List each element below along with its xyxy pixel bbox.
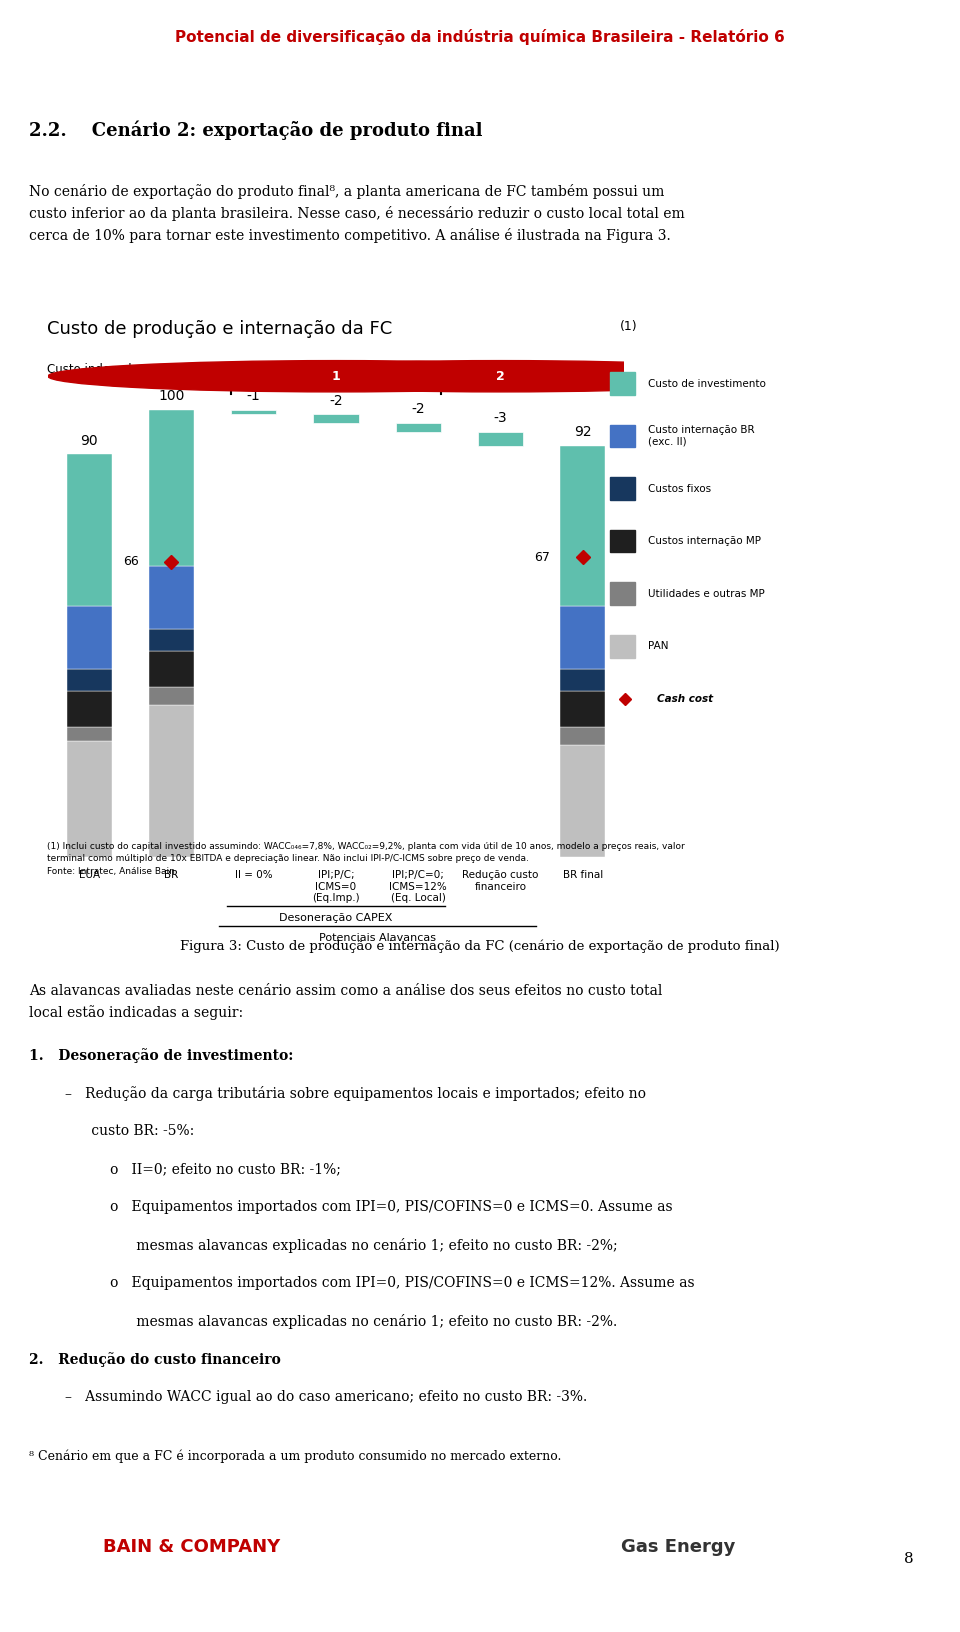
Text: Figura 3: Custo de produção e internação da FC (cenário de exportação de produto: Figura 3: Custo de produção e internação…	[180, 940, 780, 953]
Text: Cash cost: Cash cost	[657, 694, 713, 703]
Text: -1: -1	[247, 388, 260, 403]
Text: BR: BR	[164, 870, 179, 880]
Text: Custos fixos: Custos fixos	[648, 483, 710, 493]
Text: As alavancas avaliadas neste cenário assim como a análise dos seus efeitos no cu: As alavancas avaliadas neste cenário ass…	[29, 984, 662, 1020]
Text: custo BR: -5%:: custo BR: -5%:	[65, 1124, 194, 1138]
Text: No cenário de exportação do produto final⁸, a planta americana de FC também poss: No cenário de exportação do produto fina…	[29, 184, 684, 243]
Text: 2.   Redução do custo financeiro: 2. Redução do custo financeiro	[29, 1353, 280, 1368]
Bar	[561, 446, 606, 607]
Bar	[610, 530, 635, 552]
Text: 1: 1	[331, 370, 341, 384]
Text: Redução custo
financeiro: Redução custo financeiro	[463, 870, 539, 891]
Text: o   II=0; efeito no custo BR: -1%;: o II=0; efeito no custo BR: -1%;	[110, 1162, 341, 1177]
Text: 92: 92	[574, 424, 591, 439]
Text: mesmas alavancas explicadas no cenário 1; efeito no custo BR: -2%.: mesmas alavancas explicadas no cenário 1…	[110, 1314, 617, 1328]
Bar	[66, 741, 111, 857]
Bar	[396, 423, 441, 432]
Text: mesmas alavancas explicadas no cenário 1; efeito no custo BR: -2%;: mesmas alavancas explicadas no cenário 1…	[110, 1239, 617, 1253]
Text: IPI;P/C=0;
ICMS=12%
(Eq. Local): IPI;P/C=0; ICMS=12% (Eq. Local)	[390, 870, 447, 904]
Text: Custo internação BR
(exc. II): Custo internação BR (exc. II)	[648, 426, 755, 447]
Text: 8: 8	[903, 1552, 913, 1565]
Bar	[149, 687, 194, 705]
Bar	[149, 651, 194, 687]
Text: -2: -2	[412, 403, 425, 416]
Bar	[66, 669, 111, 692]
Text: EXPORTAÇÃO DE PRODUTO FINAL: EXPORTAÇÃO DE PRODUTO FINAL	[268, 362, 491, 379]
Bar	[610, 477, 635, 499]
Bar	[66, 728, 111, 741]
Text: BAIN & COMPANY: BAIN & COMPANY	[103, 1537, 280, 1557]
Bar	[149, 628, 194, 651]
Text: Gas Energy: Gas Energy	[621, 1537, 735, 1557]
Text: PAN: PAN	[648, 641, 668, 651]
Bar	[610, 372, 635, 395]
Text: 100: 100	[158, 388, 184, 403]
Text: (1): (1)	[620, 320, 637, 333]
Bar	[313, 415, 359, 423]
Text: -2: -2	[329, 393, 343, 408]
Bar	[610, 583, 635, 605]
Text: Custo de produção e internação da FC: Custo de produção e internação da FC	[47, 320, 392, 338]
Text: (1) Inclui custo do capital investido assumindo: WACC₀₄₆=7,8%, WACC₀₂=9,2%, plan: (1) Inclui custo do capital investido as…	[47, 842, 685, 876]
Text: IPI;P/C;
ICMS=0
(Eq.Imp.): IPI;P/C; ICMS=0 (Eq.Imp.)	[312, 870, 360, 904]
Bar	[149, 410, 194, 566]
Text: 90: 90	[81, 434, 98, 447]
Text: Desoneração CAPEX: Desoneração CAPEX	[279, 912, 393, 922]
Text: 66: 66	[123, 555, 138, 568]
Bar	[561, 692, 606, 728]
Text: 1.   Desoneração de investimento:: 1. Desoneração de investimento:	[29, 1048, 293, 1062]
Bar	[610, 424, 635, 447]
Text: o   Equipamentos importados com IPI=0, PIS/COFINS=0 e ICMS=0. Assume as: o Equipamentos importados com IPI=0, PIS…	[110, 1200, 673, 1214]
Bar	[561, 607, 606, 669]
Text: –   Assumindo WACC igual ao do caso americano; efeito no custo BR: -3%.: – Assumindo WACC igual ao do caso americ…	[65, 1390, 588, 1404]
Bar	[561, 669, 606, 692]
Text: 2.2.    Cenário 2: exportação de produto final: 2.2. Cenário 2: exportação de produto fi…	[29, 121, 482, 140]
Text: o   Equipamentos importados com IPI=0, PIS/COFINS=0 e ICMS=12%. Assume as: o Equipamentos importados com IPI=0, PIS…	[110, 1276, 695, 1291]
Text: EUA: EUA	[79, 870, 100, 880]
Bar	[561, 728, 606, 746]
Bar	[149, 705, 194, 857]
Text: -3: -3	[493, 411, 508, 426]
Text: BR final: BR final	[563, 870, 603, 880]
Bar	[478, 432, 523, 446]
Text: Custos internação MP: Custos internação MP	[648, 537, 760, 547]
Bar	[149, 566, 194, 628]
Text: Utilidades e outras MP: Utilidades e outras MP	[648, 589, 764, 599]
Bar	[561, 746, 606, 857]
Circle shape	[212, 361, 788, 392]
Text: Potenciais Alavancas: Potenciais Alavancas	[319, 934, 436, 943]
Text: 2: 2	[496, 370, 505, 384]
Text: –   Redução da carga tributária sobre equipamentos locais e importados; efeito n: – Redução da carga tributária sobre equi…	[65, 1087, 646, 1102]
Text: Custo de investimento: Custo de investimento	[648, 379, 765, 388]
Bar	[66, 454, 111, 607]
Bar	[231, 410, 276, 415]
Text: Custo indexado para BR =100.: Custo indexado para BR =100.	[47, 362, 232, 375]
Text: ⁸ Cenário em que a FC é incorporada a um produto consumido no mercado externo.: ⁸ Cenário em que a FC é incorporada a um…	[29, 1449, 562, 1462]
Text: Potencial de diversificação da indústria química Brasileira - Relatório 6: Potencial de diversificação da indústria…	[175, 29, 785, 44]
Circle shape	[48, 361, 624, 392]
Bar	[66, 692, 111, 728]
Text: 67: 67	[534, 550, 550, 563]
Text: II = 0%: II = 0%	[235, 870, 273, 880]
Bar	[610, 635, 635, 658]
Bar	[66, 607, 111, 669]
